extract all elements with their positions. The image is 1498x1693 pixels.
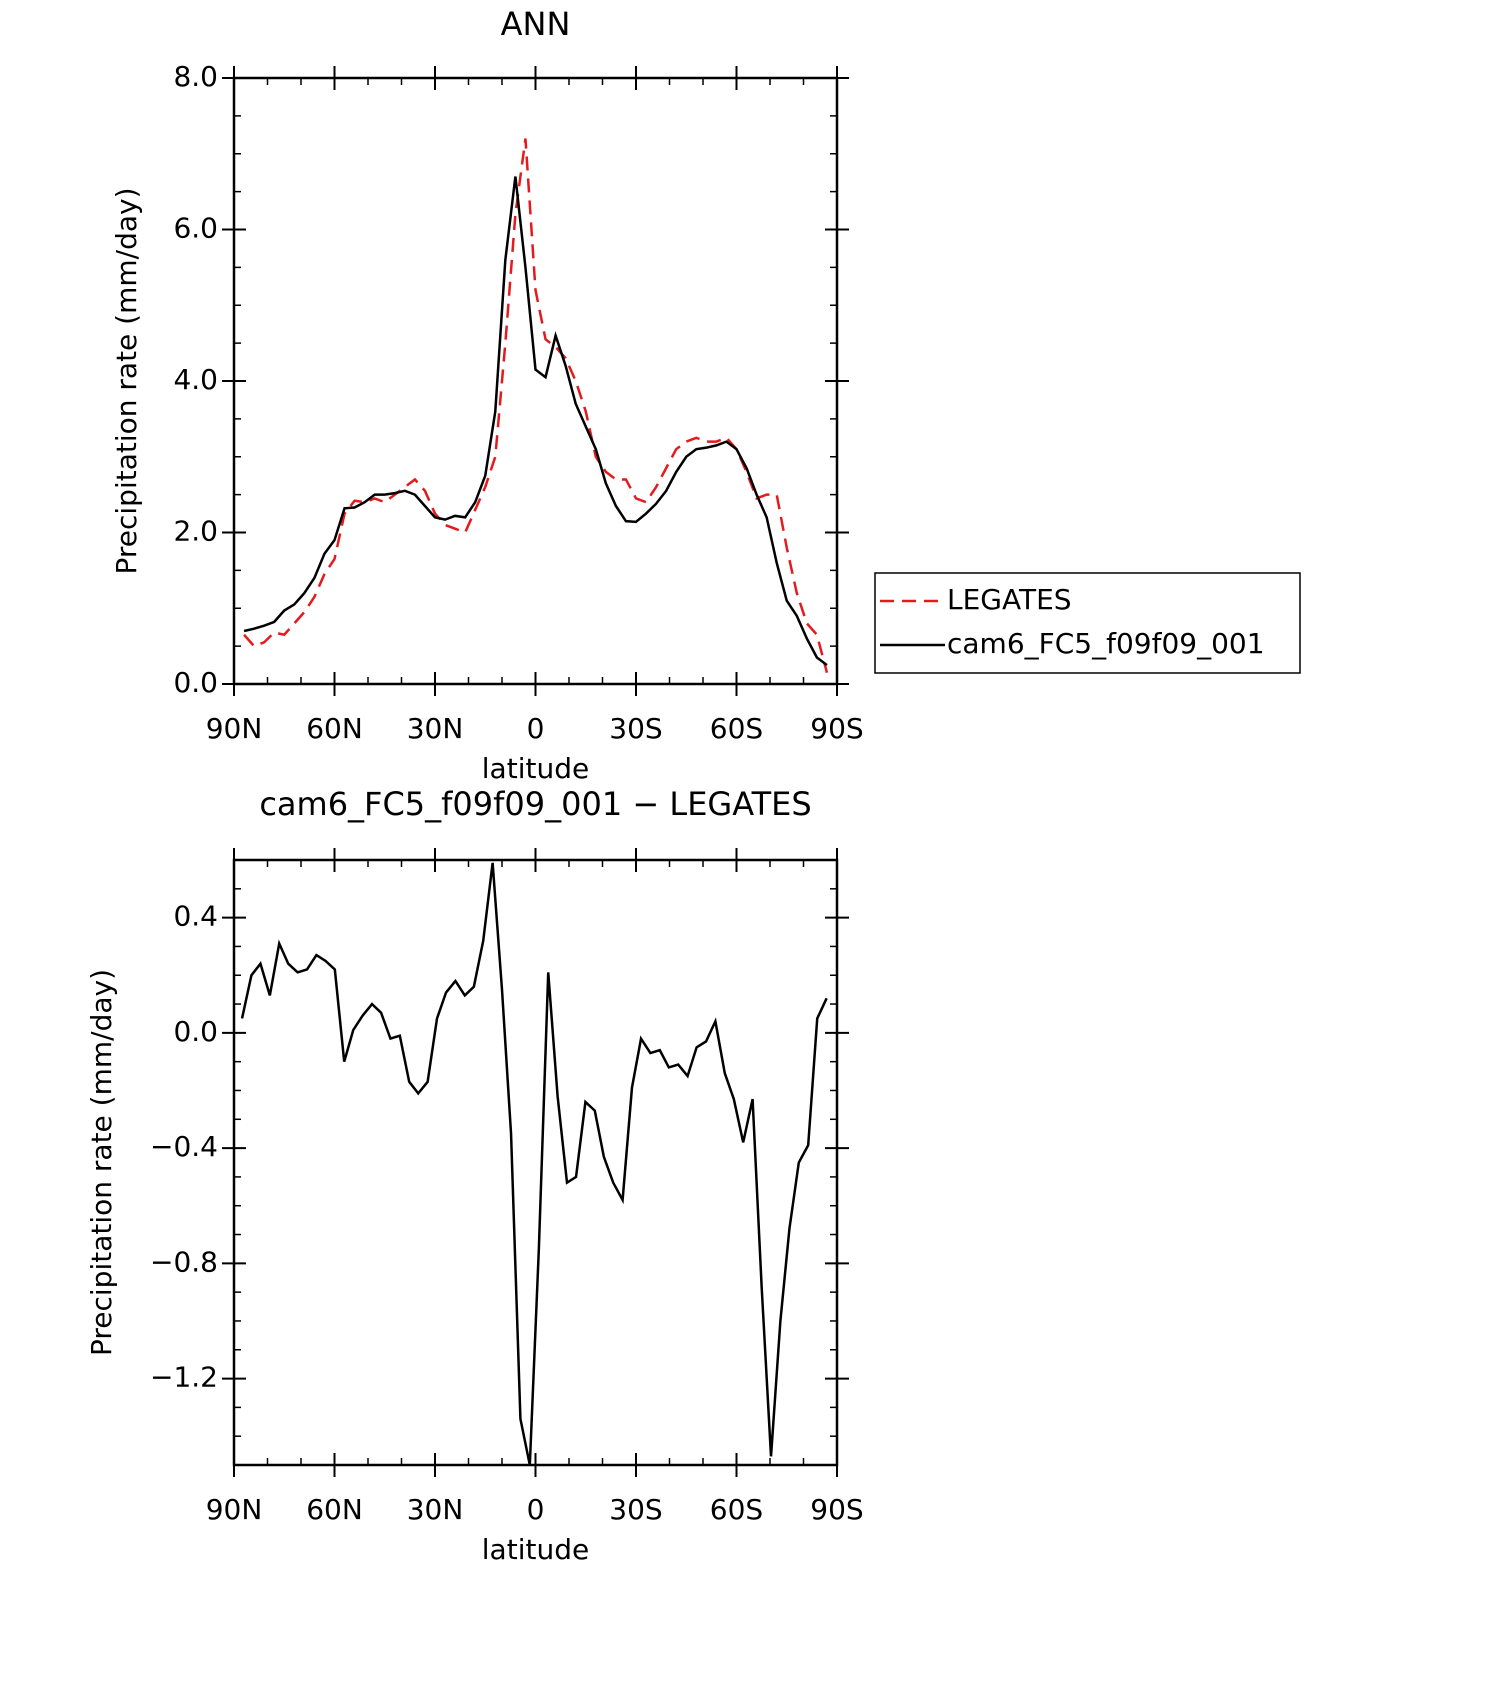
chart-title: cam6_FC5_f09f09_001 − LEGATES (259, 785, 811, 823)
y-tick-label: −0.8 (150, 1245, 218, 1278)
data-line (243, 176, 828, 667)
y-axis-label: Precipitation rate (mm/day) (110, 187, 143, 574)
y-tick-label: −0.4 (150, 1130, 218, 1163)
legend-label: LEGATES (947, 583, 1072, 616)
x-tick-label: 60S (710, 1493, 763, 1526)
x-tick-label: 90N (206, 712, 263, 745)
y-tick-label: 8.0 (173, 60, 218, 93)
x-axis-label: latitude (482, 1533, 589, 1566)
x-tick-label: 60N (306, 1493, 363, 1526)
x-tick-label: 30N (407, 712, 464, 745)
data-line (240, 862, 828, 1466)
legend-box (874, 572, 1301, 674)
x-tick-label: 30S (609, 712, 662, 745)
x-tick-label: 0 (527, 1493, 545, 1526)
plot-frame (232, 76, 839, 686)
x-tick-label: 90N (206, 1493, 263, 1526)
y-tick-label: 0.0 (173, 666, 218, 699)
y-tick-label: −1.2 (150, 1361, 218, 1394)
x-tick-label: 60N (306, 712, 363, 745)
y-axis-label: Precipitation rate (mm/day) (85, 969, 118, 1356)
legend-label: cam6_FC5_f09f09_001 (947, 627, 1265, 660)
chart-title: ANN (501, 5, 571, 43)
x-tick-label: 0 (527, 712, 545, 745)
y-tick-label: 0.0 (173, 1015, 218, 1048)
plot-frame (232, 858, 839, 1467)
x-tick-label: 30N (407, 1493, 464, 1526)
y-tick-label: 0.4 (173, 900, 218, 933)
data-line (243, 138, 829, 673)
x-axis-label: latitude (482, 752, 589, 785)
y-tick-label: 2.0 (173, 515, 218, 548)
x-tick-label: 90S (810, 1493, 863, 1526)
x-tick-label: 30S (609, 1493, 662, 1526)
x-tick-label: 90S (810, 712, 863, 745)
y-tick-label: 6.0 (173, 212, 218, 245)
x-tick-label: 60S (710, 712, 763, 745)
y-tick-label: 4.0 (173, 363, 218, 396)
